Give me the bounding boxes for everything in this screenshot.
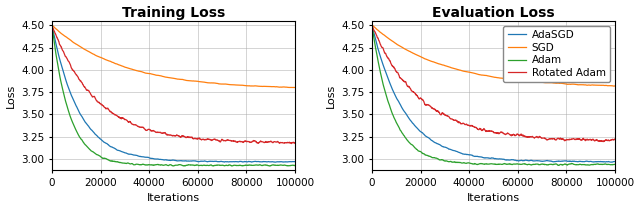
- Rotated Adam: [215, 140, 223, 142]
- AdaSGD: [562, 160, 570, 162]
- Adam: [562, 163, 570, 166]
- SGD: [611, 85, 619, 87]
- Adam: [215, 164, 223, 166]
- X-axis label: Iterations: Iterations: [467, 194, 520, 203]
- AdaSGD: [48, 24, 56, 27]
- Rotated Adam: [475, 128, 483, 131]
- Adam: [611, 163, 619, 166]
- Rotated Adam: [467, 124, 474, 127]
- Line: Adam: Adam: [52, 25, 295, 166]
- SGD: [368, 24, 376, 26]
- SGD: [73, 43, 81, 46]
- Title: Training Loss: Training Loss: [122, 6, 225, 20]
- Adam: [558, 163, 566, 166]
- Adam: [147, 164, 154, 166]
- AdaSGD: [535, 160, 543, 162]
- Line: AdaSGD: AdaSGD: [372, 25, 615, 162]
- AdaSGD: [368, 24, 376, 27]
- Rotated Adam: [242, 140, 250, 142]
- Line: Rotated Adam: Rotated Adam: [372, 24, 615, 142]
- AdaSGD: [215, 161, 223, 163]
- AdaSGD: [467, 154, 474, 156]
- Title: Evaluation Loss: Evaluation Loss: [432, 6, 555, 20]
- Rotated Adam: [48, 24, 56, 26]
- Adam: [155, 164, 163, 166]
- SGD: [475, 73, 483, 76]
- X-axis label: Iterations: Iterations: [147, 194, 200, 203]
- Adam: [555, 164, 563, 167]
- AdaSGD: [611, 160, 619, 163]
- SGD: [557, 82, 565, 85]
- Adam: [237, 164, 245, 167]
- SGD: [562, 83, 570, 85]
- Y-axis label: Loss: Loss: [326, 83, 335, 108]
- SGD: [155, 74, 163, 77]
- Adam: [393, 122, 401, 125]
- Line: Adam: Adam: [372, 25, 615, 165]
- SGD: [237, 84, 245, 87]
- Line: Rotated Adam: Rotated Adam: [52, 25, 295, 144]
- AdaSGD: [393, 97, 401, 100]
- Rotated Adam: [393, 71, 401, 74]
- Line: SGD: SGD: [372, 25, 615, 86]
- Adam: [48, 24, 56, 26]
- Rotated Adam: [611, 138, 619, 140]
- SGD: [147, 72, 154, 75]
- Rotated Adam: [73, 74, 81, 76]
- Rotated Adam: [600, 140, 607, 143]
- Adam: [291, 164, 299, 167]
- AdaSGD: [607, 161, 615, 163]
- Rotated Adam: [287, 142, 295, 145]
- SGD: [535, 81, 543, 83]
- SGD: [393, 43, 401, 46]
- Line: SGD: SGD: [52, 25, 295, 88]
- AdaSGD: [291, 160, 299, 163]
- AdaSGD: [242, 161, 250, 163]
- Rotated Adam: [557, 138, 565, 140]
- Rotated Adam: [147, 129, 154, 131]
- SGD: [609, 85, 617, 87]
- AdaSGD: [237, 160, 245, 163]
- SGD: [48, 24, 56, 27]
- Adam: [467, 162, 474, 164]
- SGD: [215, 83, 223, 85]
- Adam: [535, 163, 543, 166]
- AdaSGD: [155, 158, 163, 161]
- Adam: [73, 130, 81, 133]
- Rotated Adam: [368, 23, 376, 26]
- AdaSGD: [73, 106, 81, 108]
- Legend: AdaSGD, SGD, Adam, Rotated Adam: AdaSGD, SGD, Adam, Rotated Adam: [504, 26, 610, 82]
- Adam: [475, 163, 483, 165]
- SGD: [291, 86, 299, 89]
- Line: AdaSGD: AdaSGD: [52, 26, 295, 162]
- SGD: [467, 71, 474, 74]
- SGD: [288, 86, 296, 89]
- Y-axis label: Loss: Loss: [6, 83, 15, 108]
- Adam: [242, 164, 250, 166]
- Rotated Adam: [291, 141, 299, 144]
- Rotated Adam: [237, 140, 245, 143]
- AdaSGD: [271, 161, 279, 163]
- Adam: [368, 24, 376, 27]
- Adam: [266, 165, 274, 167]
- AdaSGD: [475, 155, 483, 158]
- SGD: [242, 84, 250, 87]
- Rotated Adam: [535, 136, 543, 139]
- AdaSGD: [147, 157, 154, 159]
- Rotated Adam: [562, 139, 570, 141]
- Rotated Adam: [155, 131, 163, 134]
- AdaSGD: [557, 160, 565, 163]
